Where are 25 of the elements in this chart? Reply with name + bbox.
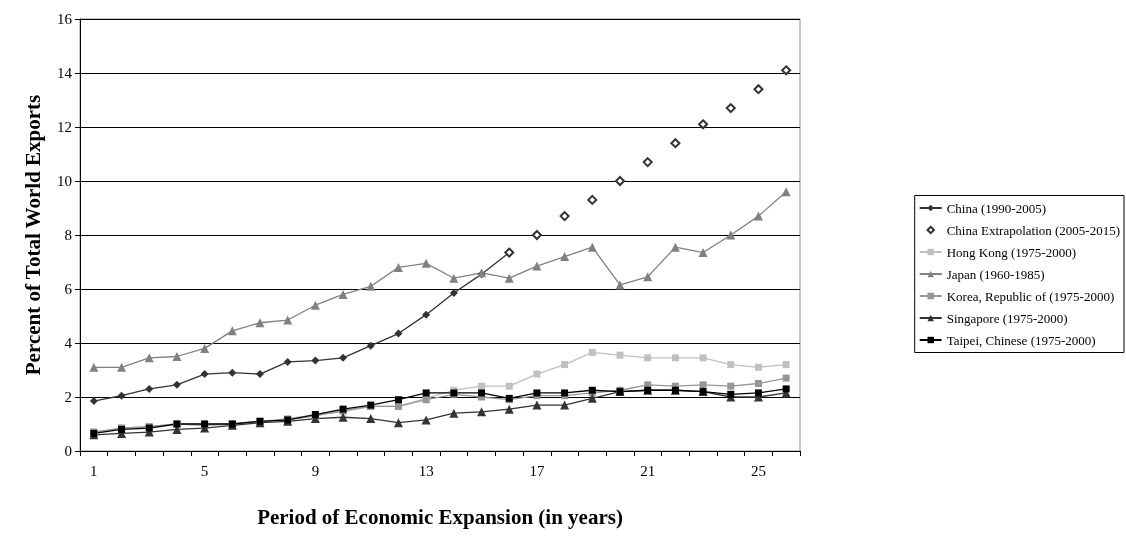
legend-label: China Extrapolation (2005-2015) (946, 222, 1121, 238)
y-tick-label: 10 (57, 173, 72, 189)
y-tick-label: 12 (57, 119, 72, 135)
x-tick-label: 1 (90, 462, 98, 479)
legend-label: China (1990-2005) (946, 200, 1046, 216)
x-tick-label: 5 (200, 462, 209, 479)
x-tick-label: 13 (418, 462, 434, 479)
x-tick-label: 17 (529, 462, 545, 479)
legend-label: Singapore (1975-2000) (946, 310, 1068, 326)
y-tick-label: 0 (64, 443, 72, 459)
x-tick-label: 25 (750, 462, 766, 479)
y-tick-label: 6 (64, 281, 73, 297)
y-tick-label: 4 (64, 335, 73, 351)
legend-label: Japan (1960-1985) (946, 266, 1045, 282)
legend-label: Taipei, Chinese (1975-2000) (946, 332, 1096, 348)
x-tick-label: 9 (311, 462, 320, 479)
x-tick-label: 21 (640, 462, 656, 479)
legend-label: Hong Kong (1975-2000) (946, 244, 1076, 260)
y-tick-label: 16 (57, 11, 73, 27)
y-axis-title: Percent of Total World Exports (21, 94, 45, 376)
x-axis-title: Period of Economic Expansion (in years) (257, 504, 623, 529)
y-tick-label: 14 (57, 65, 73, 81)
legend-label: Korea, Republic of (1975-2000) (946, 288, 1115, 304)
y-tick-label: 2 (64, 389, 72, 405)
y-tick-label: 8 (64, 227, 72, 243)
